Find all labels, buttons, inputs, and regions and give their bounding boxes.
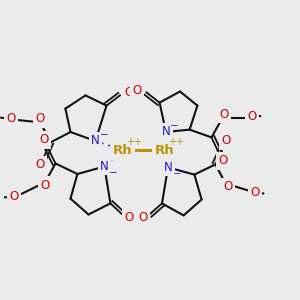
Text: Rh: Rh [154,143,174,157]
Text: O: O [124,211,134,224]
Text: O: O [40,133,49,146]
Text: O: O [138,211,147,224]
Text: O: O [132,83,141,97]
Text: −: − [170,121,179,131]
Text: O: O [35,158,44,172]
Text: O: O [40,179,50,192]
Text: O: O [124,86,134,100]
Text: O: O [250,186,260,200]
Text: N: N [91,134,100,148]
Text: O: O [221,134,230,148]
Text: ++: ++ [126,136,142,147]
Text: N: N [161,125,170,139]
Text: O: O [220,107,229,121]
Text: −: − [172,169,182,179]
Text: −: − [99,130,108,140]
Text: Rh: Rh [112,143,132,157]
Text: O: O [9,190,18,203]
Text: O: O [6,112,15,125]
Text: N: N [164,161,172,174]
Text: O: O [218,154,227,167]
Text: O: O [36,112,45,125]
Text: N: N [100,160,109,173]
Text: O: O [248,110,256,123]
Text: ++: ++ [168,136,184,147]
Text: O: O [224,180,232,193]
Text: −: − [108,168,117,178]
